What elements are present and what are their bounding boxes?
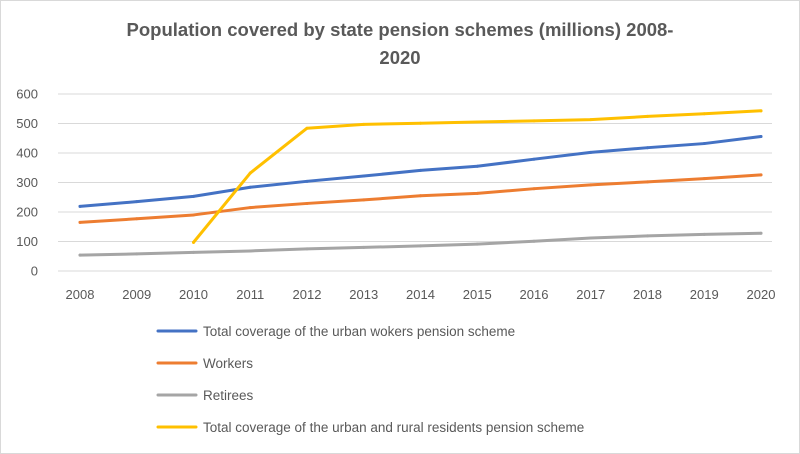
data-point [759, 173, 763, 177]
data-point [702, 232, 706, 236]
data-point [532, 119, 536, 123]
series-line-3 [78, 231, 763, 257]
data-point [702, 112, 706, 116]
legend-label: Total coverage of the urban wokers pensi… [203, 324, 515, 339]
y-tick-label: 0 [31, 264, 38, 279]
data-point [532, 239, 536, 243]
data-point [589, 118, 593, 122]
x-tick-label: 2011 [236, 287, 264, 302]
data-point [135, 217, 139, 221]
y-tick-label: 400 [16, 146, 38, 161]
gridlines [58, 93, 772, 272]
data-point [646, 234, 649, 238]
data-point [475, 242, 479, 246]
data-point [305, 247, 309, 251]
data-point [362, 198, 366, 202]
legend-item-1: Total coverage of the urban wokers pensi… [156, 324, 515, 339]
data-point [589, 183, 593, 187]
data-point [646, 146, 649, 150]
data-point [248, 171, 252, 175]
y-tick-label: 500 [16, 116, 38, 131]
data-point [78, 220, 82, 224]
chart-title: Population covered by state pension sche… [0, 16, 800, 72]
x-tick-label: 2008 [66, 287, 95, 302]
data-point [192, 194, 195, 198]
legend-item-3: Retirees [156, 388, 254, 403]
data-point [248, 249, 252, 253]
data-point [78, 204, 82, 208]
y-tick-label: 600 [16, 87, 38, 102]
x-tick-label: 2016 [520, 287, 549, 302]
x-tick-label: 2009 [122, 287, 151, 302]
data-point [759, 231, 763, 235]
x-tick-label: 2019 [690, 287, 719, 302]
x-tick-label: 2012 [293, 287, 322, 302]
x-tick-label: 2010 [179, 287, 208, 302]
data-point [419, 194, 422, 198]
legend-label: Workers [203, 356, 253, 371]
data-point [419, 121, 422, 125]
data-point [248, 185, 252, 189]
data-point [248, 206, 252, 210]
data-point [475, 191, 479, 195]
x-tick-label: 2015 [463, 287, 492, 302]
legend-label: Total coverage of the urban and rural re… [203, 420, 584, 435]
data-point [305, 126, 309, 130]
data-point [78, 253, 82, 257]
data-point [419, 244, 422, 248]
data-point [646, 114, 649, 118]
data-point [589, 150, 593, 154]
legend-item-4: Total coverage of the urban and rural re… [156, 420, 584, 435]
data-point [135, 200, 139, 204]
data-point [475, 164, 479, 168]
y-axis-ticks: 0 100 200 300 400 500 600 [16, 87, 38, 279]
series-lines [78, 109, 763, 257]
legend-label: Retirees [203, 388, 254, 403]
data-point [532, 157, 536, 161]
data-point [419, 168, 422, 172]
y-tick-label: 300 [16, 175, 38, 190]
x-tick-label: 2017 [576, 287, 605, 302]
y-tick-label: 100 [16, 234, 38, 249]
data-point [589, 236, 593, 240]
data-point [759, 109, 763, 113]
data-point [759, 134, 763, 138]
data-point [646, 180, 649, 184]
chart-title-line-1: Population covered by state pension sche… [126, 19, 674, 40]
data-point [192, 250, 195, 254]
data-point [305, 179, 309, 183]
x-tick-label: 2018 [633, 287, 662, 302]
series-line-4 [192, 109, 763, 244]
chart-title-line-2: 2020 [379, 47, 421, 68]
data-point [362, 245, 366, 249]
data-point [135, 252, 139, 256]
data-point [192, 213, 195, 217]
data-point [532, 187, 536, 191]
data-point [362, 122, 366, 126]
data-point [362, 174, 366, 178]
data-point [305, 201, 309, 205]
data-point [475, 120, 479, 124]
x-axis-ticks: 2008 2009 2010 2011 2012 2013 2014 2015 2016 2017… [66, 287, 776, 302]
data-point [702, 177, 706, 181]
data-point [192, 240, 195, 244]
data-point [702, 142, 706, 146]
y-tick-label: 200 [16, 205, 38, 220]
x-tick-label: 2014 [406, 287, 435, 302]
legend: Total coverage of the urban wokers pensi… [156, 324, 584, 435]
x-tick-label: 2013 [349, 287, 378, 302]
legend-item-2: Workers [156, 356, 253, 371]
x-tick-label: 2020 [747, 287, 776, 302]
